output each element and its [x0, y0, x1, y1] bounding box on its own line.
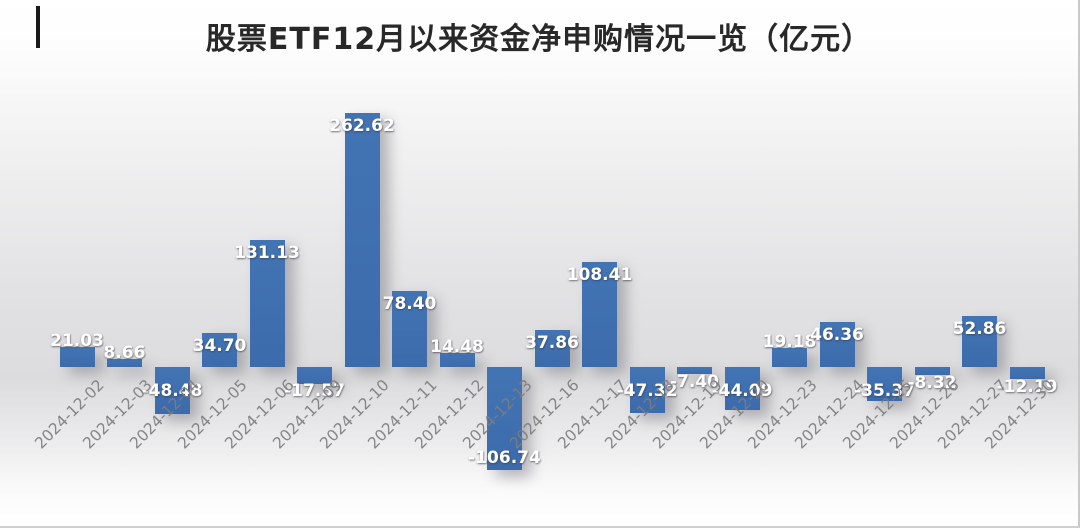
bar — [202, 333, 237, 367]
bar-value-label: -8.32 — [907, 373, 957, 394]
bar — [1009, 367, 1045, 379]
bar-value-label: -12.19 — [996, 376, 1058, 397]
x-axis-tick-label: 2024-12-24 — [791, 376, 868, 453]
bar — [392, 291, 427, 367]
bar — [867, 367, 902, 402]
bar — [582, 262, 617, 367]
bar — [59, 346, 95, 367]
bar — [534, 330, 570, 367]
bar — [962, 315, 997, 367]
bar — [249, 240, 285, 367]
x-axis-tick-label: 2024-12-05 — [173, 376, 251, 453]
bar — [677, 367, 712, 375]
bar — [344, 112, 380, 367]
x-axis-tick-label: 2024-12-27 — [933, 376, 1011, 453]
bar — [487, 367, 522, 471]
bar — [154, 367, 190, 414]
bar — [819, 322, 855, 367]
x-axis-tick-label: 2024-12-17 — [553, 376, 631, 453]
x-axis-tick-label: 2024-12-02 — [31, 376, 108, 453]
x-axis-tick-label: 2024-12-06 — [221, 376, 298, 453]
x-axis-tick-label: 2024-12-11 — [363, 376, 441, 453]
x-axis-tick-label: 2024-12-30 — [981, 376, 1058, 453]
bar — [439, 352, 475, 367]
top-left-mark — [36, 6, 40, 48]
x-axis-tick-label: 2024-12-26 — [886, 376, 963, 453]
x-axis-tick-label: 2024-12-12 — [411, 376, 488, 453]
chart-title: 股票ETF12月以来资金净申购情况一览（亿元） — [205, 22, 873, 57]
bar — [772, 348, 807, 367]
x-axis-tick-label: 2024-12-10 — [316, 376, 393, 453]
x-axis-tick-label: 2024-12-23 — [743, 376, 821, 453]
bar — [914, 367, 950, 376]
bar — [107, 358, 142, 367]
x-axis-tick-label: 2024-12-16 — [506, 376, 583, 453]
bar — [724, 367, 760, 410]
bar — [629, 367, 665, 413]
bar — [297, 367, 332, 385]
x-axis-tick-label: 2024-12-19 — [648, 376, 726, 453]
x-axis-tick-label: 2024-12-03 — [78, 376, 156, 453]
x-axis-tick-label: 2024-12-09 — [268, 376, 346, 453]
